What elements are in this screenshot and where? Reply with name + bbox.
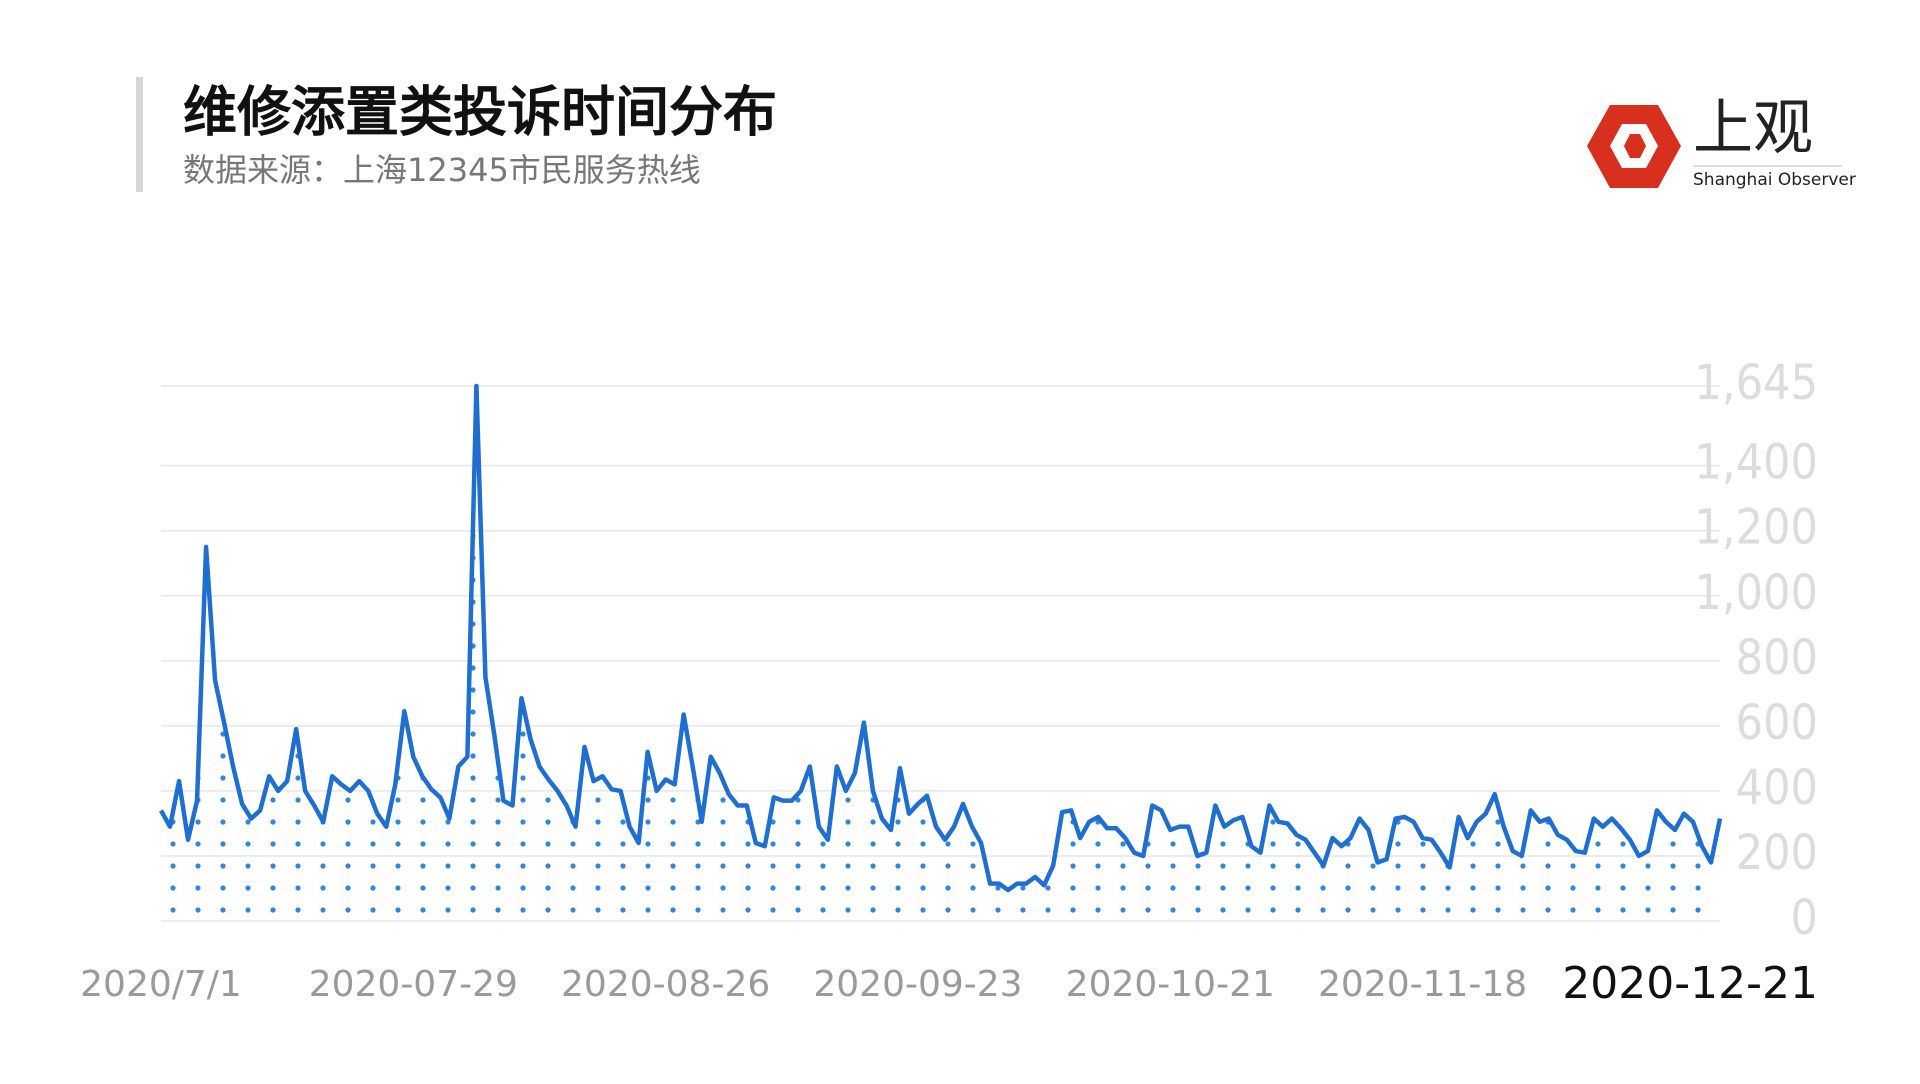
logo-name: 上观 <box>1693 94 1813 164</box>
x-tick-label: 2020-08-26 <box>561 964 770 1005</box>
y-tick-label: 800 <box>1736 630 1818 686</box>
logo-mark-core <box>1624 134 1646 158</box>
x-tick-label: 2020-11-18 <box>1318 964 1527 1005</box>
y-tick-label: 1,400 <box>1694 435 1818 491</box>
y-tick-label: 600 <box>1736 695 1818 751</box>
area <box>161 386 1720 921</box>
chart-subtitle: 数据来源：上海12345市民服务热线 <box>183 151 701 189</box>
y-tick-label: 0 <box>1791 890 1818 946</box>
title-bar <box>136 77 143 192</box>
y-tick-label: 1,000 <box>1694 565 1818 621</box>
x-tick-label: 2020-12-21 <box>1562 958 1818 1009</box>
line <box>159 383 1723 893</box>
logo: 上观 Shanghai Observer <box>1587 94 1856 190</box>
x-tick-label: 2020-09-23 <box>813 964 1022 1005</box>
y-tick-label: 1,645 <box>1694 355 1818 411</box>
y-tick-label: 1,200 <box>1694 500 1818 556</box>
x-tick-label: 2020/7/1 <box>80 964 242 1005</box>
y-tick-label: 200 <box>1736 825 1818 881</box>
chart-title: 维修添置类投诉时间分布 <box>183 81 777 144</box>
logo-subtitle: Shanghai Observer <box>1693 170 1856 190</box>
x-tick-label: 2020-10-21 <box>1066 964 1275 1005</box>
x-tick-label: 2020-07-29 <box>309 964 518 1005</box>
y-tick-label: 400 <box>1736 760 1818 816</box>
